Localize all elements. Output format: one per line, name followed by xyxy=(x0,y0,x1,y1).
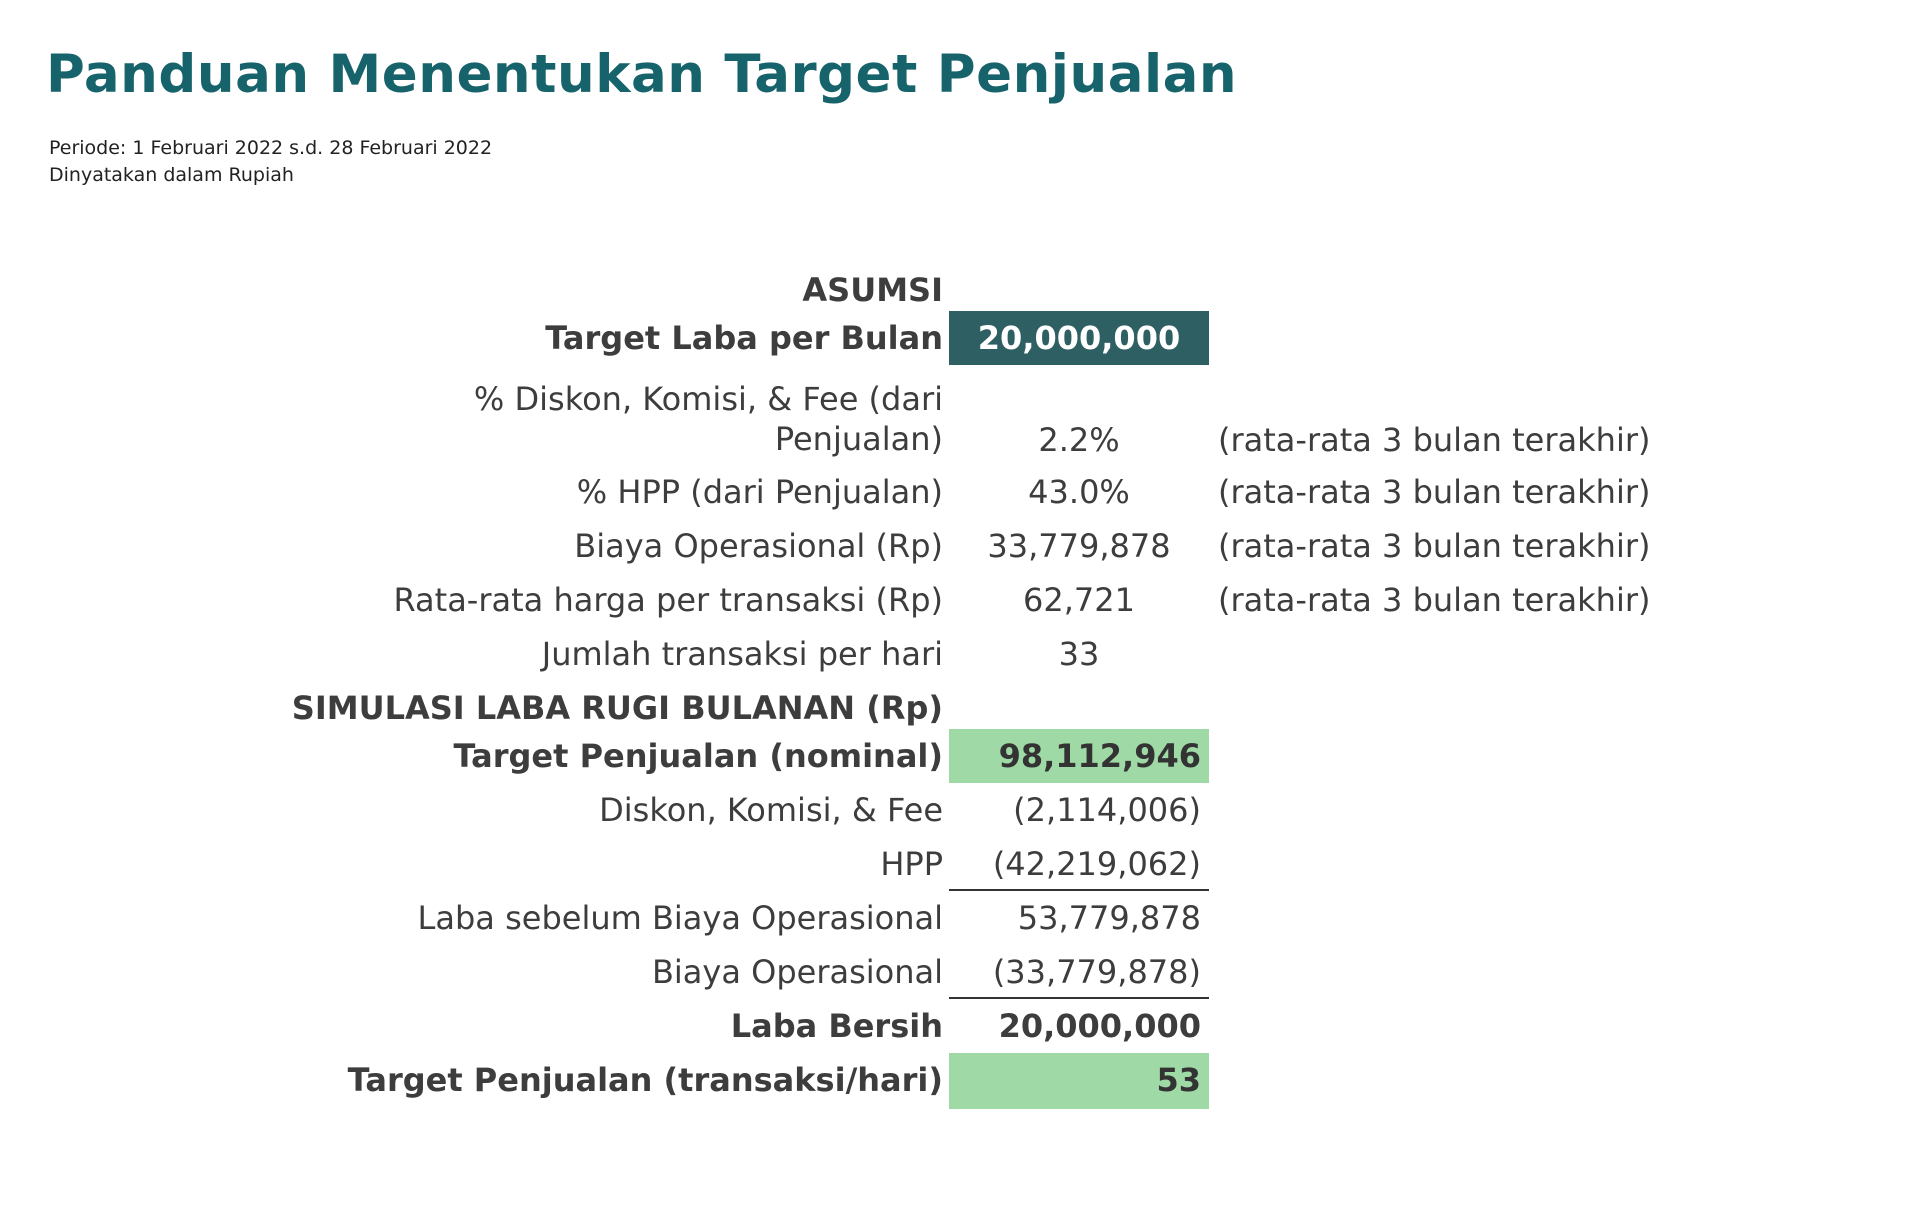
target-penjualan-row: Target Penjualan (nominal) 98,112,946 xyxy=(0,729,1920,783)
laba-bersih-label: Laba Bersih xyxy=(730,1007,943,1045)
target-transaksi-row: Target Penjualan (transaksi/hari) 53 xyxy=(0,1053,1920,1109)
harga-transaksi-value: 62,721 xyxy=(1023,581,1135,619)
report-info: Periode: 1 Februari 2022 s.d. 28 Februar… xyxy=(49,135,492,189)
biaya-operasional-value: 33,779,878 xyxy=(987,527,1171,565)
simulasi-header-row: SIMULASI LABA RUGI BULANAN (Rp) xyxy=(0,681,1920,735)
hpp-value: (42,219,062) xyxy=(949,837,1209,891)
hpp-label: HPP xyxy=(880,845,943,883)
diskon-pct-row: % Diskon, Komisi, & Fee (dari Penjualan)… xyxy=(0,367,1920,475)
biaya-op-label: Biaya Operasional xyxy=(651,953,943,991)
diskon-pct-label: % Diskon, Komisi, & Fee (dari Penjualan) xyxy=(474,367,943,475)
diskon-label: Diskon, Komisi, & Fee xyxy=(599,791,943,829)
laba-sebelum-label: Laba sebelum Biaya Operasional xyxy=(417,899,943,937)
diskon-pct-note: (rata-rata 3 bulan terakhir) xyxy=(1218,421,1651,459)
target-transaksi-value: 53 xyxy=(949,1053,1209,1109)
currency-note: Dinyatakan dalam Rupiah xyxy=(49,164,294,186)
biaya-operasional-label: Biaya Operasional (Rp) xyxy=(574,527,943,565)
diskon-pct-value: 2.2% xyxy=(1038,421,1120,459)
biaya-op-row: Biaya Operasional (33,779,878) xyxy=(0,945,1920,999)
laba-bersih-value: 20,000,000 xyxy=(998,1007,1201,1045)
target-penjualan-value: 98,112,946 xyxy=(949,729,1209,783)
biaya-operasional-row: Biaya Operasional (Rp) 33,779,878 (rata-… xyxy=(0,519,1920,573)
diskon-pct-label-line2: Penjualan) xyxy=(774,420,943,458)
harga-transaksi-label: Rata-rata harga per transaksi (Rp) xyxy=(393,581,944,619)
hpp-pct-note: (rata-rata 3 bulan terakhir) xyxy=(1218,473,1651,511)
jumlah-transaksi-label: Jumlah transaksi per hari xyxy=(541,635,943,673)
diskon-pct-label-line1: % Diskon, Komisi, & Fee (dari xyxy=(473,380,943,418)
target-penjualan-label: Target Penjualan (nominal) xyxy=(453,737,943,775)
target-laba-label: Target Laba per Bulan xyxy=(545,319,943,357)
period-text: Periode: 1 Februari 2022 s.d. 28 Februar… xyxy=(49,137,493,159)
jumlah-transaksi-row: Jumlah transaksi per hari 33 xyxy=(0,627,1920,681)
target-laba-value: 20,000,000 xyxy=(949,311,1209,365)
biaya-operasional-note: (rata-rata 3 bulan terakhir) xyxy=(1218,527,1651,565)
target-laba-row: Target Laba per Bulan 20,000,000 xyxy=(0,311,1920,365)
laba-bersih-row: Laba Bersih 20,000,000 xyxy=(0,999,1920,1053)
hpp-pct-value: 43.0% xyxy=(1028,473,1130,511)
diskon-row: Diskon, Komisi, & Fee (2,114,006) xyxy=(0,783,1920,837)
page-title: Panduan Menentukan Target Penjualan xyxy=(46,44,1238,105)
harga-transaksi-note: (rata-rata 3 bulan terakhir) xyxy=(1218,581,1651,619)
section-title-simulasi: SIMULASI LABA RUGI BULANAN (Rp) xyxy=(291,689,943,727)
hpp-pct-row: % HPP (dari Penjualan) 43.0% (rata-rata … xyxy=(0,465,1920,519)
laba-sebelum-value: 53,779,878 xyxy=(1017,899,1201,937)
asumsi-header-row: ASUMSI xyxy=(0,263,1920,317)
hpp-row: HPP (42,219,062) xyxy=(0,837,1920,891)
laba-sebelum-row: Laba sebelum Biaya Operasional 53,779,87… xyxy=(0,891,1920,945)
hpp-pct-label: % HPP (dari Penjualan) xyxy=(576,473,943,511)
section-title-asumsi: ASUMSI xyxy=(802,271,943,309)
target-transaksi-label: Target Penjualan (transaksi/hari) xyxy=(347,1061,943,1099)
biaya-op-value: (33,779,878) xyxy=(949,945,1209,999)
diskon-value: (2,114,006) xyxy=(1013,791,1201,829)
harga-transaksi-row: Rata-rata harga per transaksi (Rp) 62,72… xyxy=(0,573,1920,627)
jumlah-transaksi-value: 33 xyxy=(1058,635,1100,673)
